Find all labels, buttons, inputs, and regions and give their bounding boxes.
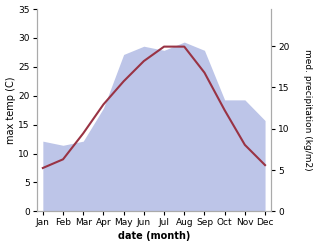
X-axis label: date (month): date (month): [118, 231, 190, 242]
Y-axis label: max temp (C): max temp (C): [5, 76, 16, 144]
Y-axis label: med. precipitation (kg/m2): med. precipitation (kg/m2): [303, 49, 313, 171]
